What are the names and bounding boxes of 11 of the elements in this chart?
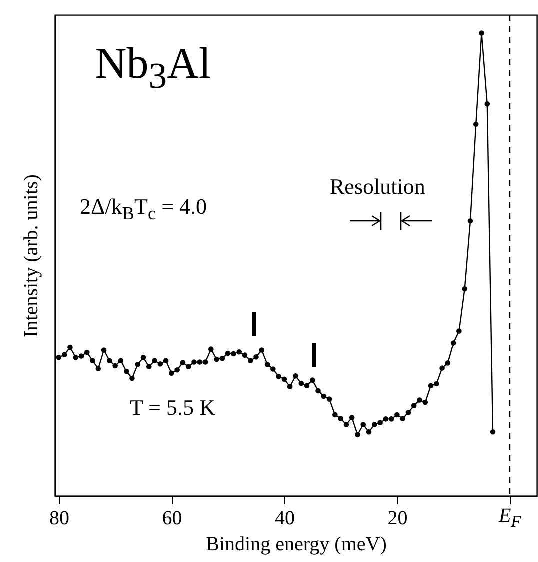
x-tick-label: 60 xyxy=(162,508,182,530)
x-axis-title: Binding energy (meV) xyxy=(206,534,387,556)
x-tick-label: 40 xyxy=(274,508,295,530)
x-tick-label: 80 xyxy=(49,508,70,530)
x-tick-label: 20 xyxy=(388,508,408,530)
annotation: Resolution xyxy=(330,174,426,199)
chart-title: Nb$_{3}$Al xyxy=(95,39,212,96)
annotation: 2Δ/k$_{B}$T$_{c}$ = 4.0 xyxy=(80,194,208,224)
annotation: T = 5.5 K xyxy=(130,395,216,420)
y-axis-title: Intensity (arb. units) xyxy=(20,174,42,338)
x-tick-label: E$_{F}$ xyxy=(498,505,522,531)
